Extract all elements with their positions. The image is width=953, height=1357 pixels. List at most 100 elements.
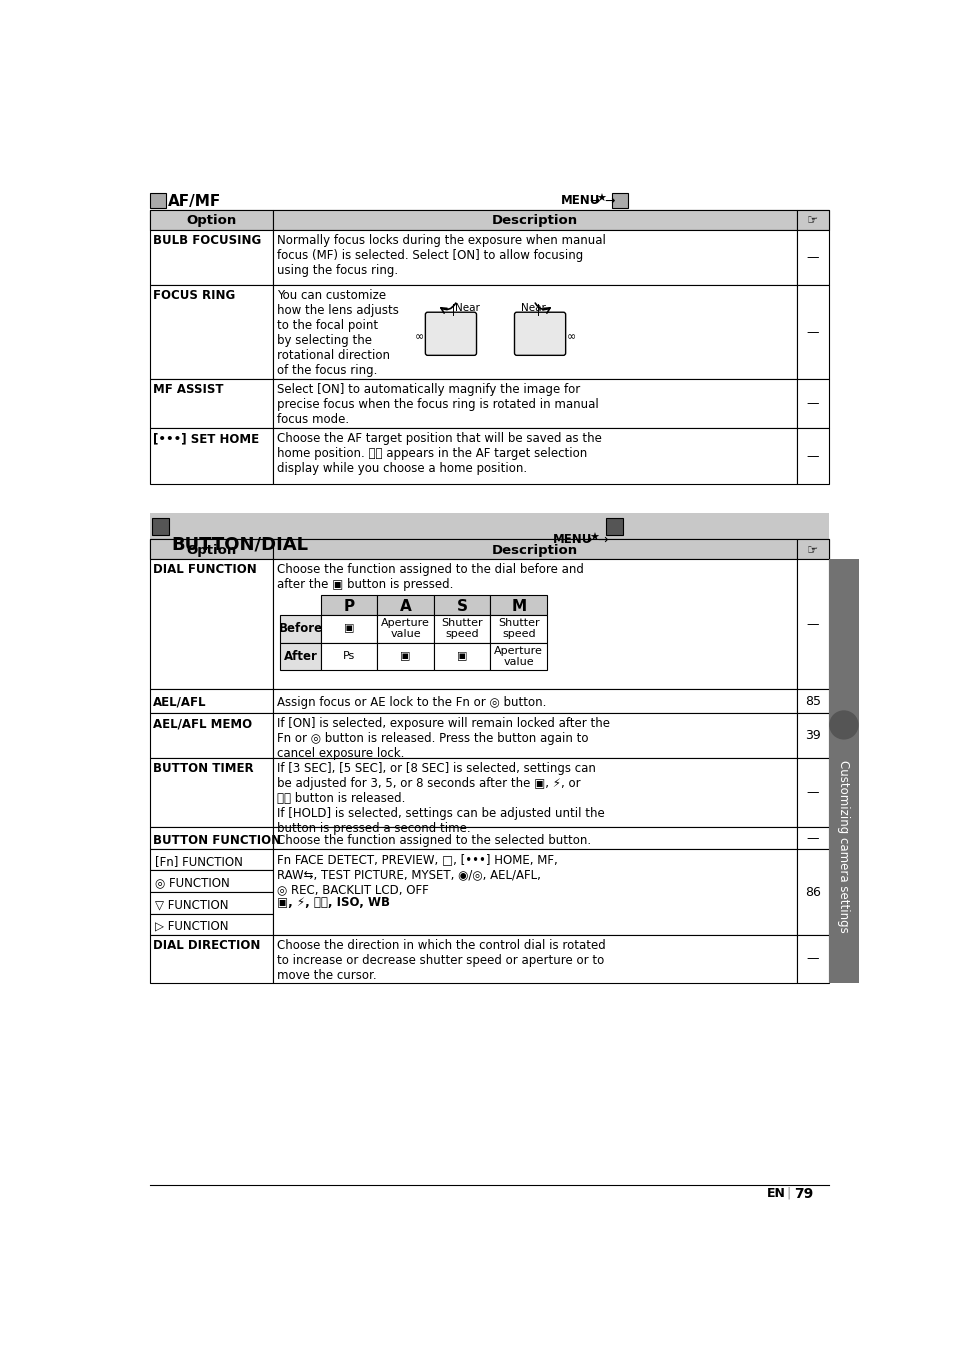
Text: Fn FACE DETECT, PREVIEW, □, [•••] HOME, MF,
RAW⇆, TEST PICTURE, MYSET, ◉/◎, AEL/: Fn FACE DETECT, PREVIEW, □, [•••] HOME, … (276, 852, 557, 896)
Text: AEL/AFL MEMO: AEL/AFL MEMO (153, 718, 253, 730)
Bar (150, 913, 273, 935)
Text: ★: ★ (588, 533, 598, 543)
Text: After: After (283, 650, 317, 664)
Bar (434, 615, 490, 643)
Bar (150, 714, 273, 759)
Bar (796, 285, 828, 379)
Text: MENU: MENU (560, 194, 599, 208)
Bar (273, 210, 796, 229)
Text: ▣: ▣ (400, 651, 411, 661)
Text: [•••] SET HOME: [•••] SET HOME (153, 433, 259, 445)
Bar (796, 429, 828, 484)
Bar (377, 615, 434, 643)
Bar (150, 513, 828, 539)
Text: ▷ FUNCTION: ▷ FUNCTION (154, 920, 228, 932)
Bar (273, 429, 796, 484)
Bar (320, 594, 377, 615)
Bar (377, 594, 434, 615)
Text: MENU: MENU (553, 533, 592, 547)
Bar (605, 518, 622, 535)
Bar (377, 643, 434, 670)
Text: ☞: ☞ (806, 214, 818, 228)
Text: ☞: ☞ (806, 544, 818, 556)
Text: P: P (343, 598, 355, 613)
Bar (150, 849, 273, 870)
Bar (796, 689, 828, 714)
Text: Description: Description (491, 214, 578, 228)
Text: You can customize
how the lens adjusts
to the focal point
by selecting the
rotat: You can customize how the lens adjusts t… (276, 289, 398, 377)
Text: ▣, ⚡, ⬜⌛, ISO, WB: ▣, ⚡, ⬜⌛, ISO, WB (276, 896, 389, 909)
Text: 79: 79 (794, 1187, 813, 1201)
Text: Select [ON] to automatically magnify the image for
precise focus when the focus : Select [ON] to automatically magnify the… (276, 383, 598, 426)
Text: |: | (785, 1187, 790, 1200)
Bar (796, 539, 828, 559)
Bar (150, 539, 828, 559)
Text: 10: 10 (832, 716, 855, 734)
Text: 39: 39 (804, 729, 820, 742)
Bar (150, 379, 273, 429)
Text: Choose the function assigned to the dial before and
after the ▣ button is presse: Choose the function assigned to the dial… (276, 563, 583, 592)
Text: —: — (806, 832, 819, 844)
Text: M: M (511, 598, 526, 613)
Text: EN: EN (766, 1187, 785, 1200)
Text: If [3 SEC], [5 SEC], or [8 SEC] is selected, settings can
be adjusted for 3, 5, : If [3 SEC], [5 SEC], or [8 SEC] is selec… (276, 761, 603, 835)
Bar (150, 935, 273, 982)
Text: AF/MF: AF/MF (168, 194, 221, 209)
Bar (490, 643, 546, 670)
Bar (152, 518, 169, 535)
Bar (796, 714, 828, 759)
Text: AEL/AFL: AEL/AFL (153, 696, 207, 708)
Text: Option: Option (186, 544, 236, 556)
Bar (150, 539, 273, 559)
Bar (150, 828, 273, 849)
Bar (150, 210, 273, 229)
Bar (273, 285, 796, 379)
Text: ▣: ▣ (343, 624, 354, 634)
Bar (434, 594, 490, 615)
Text: Choose the AF target position that will be saved as the
home position. ⒽⓈ appear: Choose the AF target position that will … (276, 433, 600, 475)
Text: BUTTON/DIAL: BUTTON/DIAL (171, 536, 308, 554)
Text: Shutter
speed: Shutter speed (497, 617, 539, 639)
Bar (796, 935, 828, 982)
Bar (273, 935, 796, 982)
Bar (273, 689, 796, 714)
Text: —: — (806, 617, 819, 631)
Bar (273, 828, 796, 849)
Bar (273, 539, 796, 559)
Text: A: A (399, 598, 411, 613)
Text: —: — (806, 953, 819, 966)
Text: 86: 86 (804, 886, 820, 898)
Bar (150, 285, 273, 379)
Bar (612, 193, 627, 208)
Text: DIAL FUNCTION: DIAL FUNCTION (153, 563, 256, 577)
Bar (273, 714, 796, 759)
Bar (796, 759, 828, 828)
Bar (150, 210, 828, 229)
Bar (828, 559, 858, 982)
Text: —: — (806, 398, 819, 410)
Text: Customizing camera settings: Customizing camera settings (837, 760, 849, 932)
Bar (796, 559, 828, 689)
Text: —: — (806, 251, 819, 265)
Bar (796, 828, 828, 849)
Text: →: → (597, 533, 607, 547)
Text: —: — (806, 326, 819, 339)
Bar (320, 615, 377, 643)
Bar (150, 689, 273, 714)
Text: Choose the direction in which the control dial is rotated
to increase or decreas: Choose the direction in which the contro… (276, 939, 605, 982)
Text: BULB FOCUSING: BULB FOCUSING (153, 233, 261, 247)
Text: S: S (456, 598, 467, 613)
Bar (150, 759, 273, 828)
Text: Aperture
value: Aperture value (494, 646, 542, 668)
Text: ▣: ▣ (456, 651, 467, 661)
Text: ∞: ∞ (415, 332, 423, 342)
Text: Near: Near (455, 303, 479, 313)
Bar (796, 229, 828, 285)
Circle shape (828, 710, 858, 740)
Text: Assign focus or AE lock to the Fn or ◎ button.: Assign focus or AE lock to the Fn or ◎ b… (276, 696, 545, 708)
Text: If [ON] is selected, exposure will remain locked after the
Fn or ◎ button is rel: If [ON] is selected, exposure will remai… (276, 718, 609, 760)
Text: Choose the function assigned to the selected button.: Choose the function assigned to the sele… (276, 835, 590, 847)
FancyBboxPatch shape (425, 312, 476, 356)
Text: 85: 85 (804, 695, 820, 707)
Text: Shutter
speed: Shutter speed (441, 617, 482, 639)
